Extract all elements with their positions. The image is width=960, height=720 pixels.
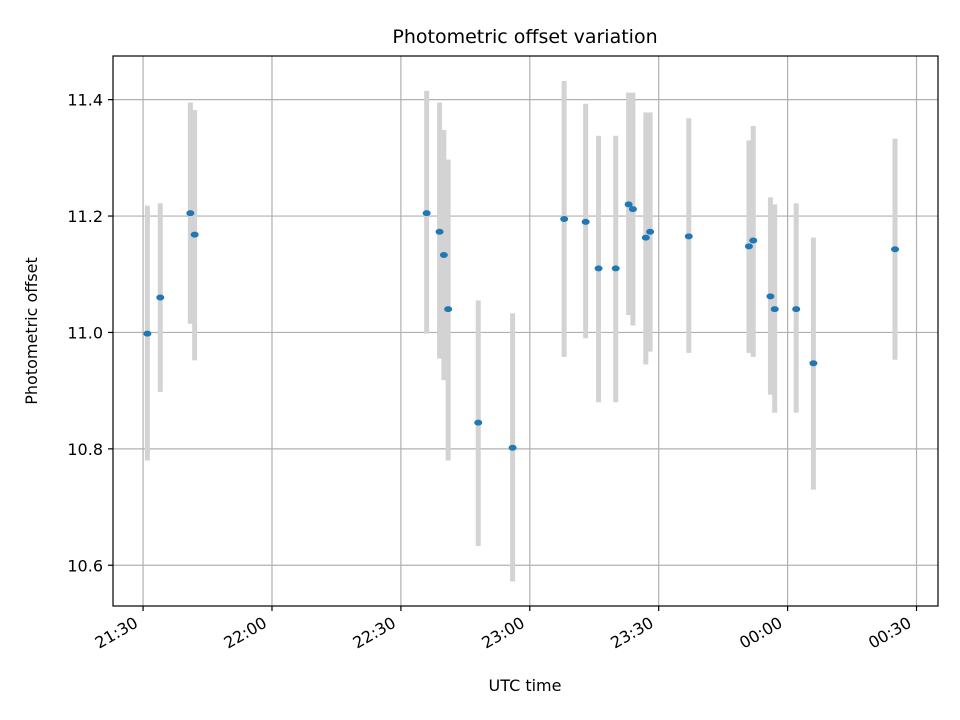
data-point	[809, 360, 818, 367]
data-point	[474, 419, 483, 426]
data-point	[581, 218, 590, 225]
data-point	[628, 206, 637, 213]
data-point	[422, 210, 431, 217]
data-point	[190, 231, 199, 238]
y-tick-label: 10.6	[67, 556, 103, 575]
plot-frame	[112, 55, 939, 607]
grid	[113, 56, 938, 606]
data-point	[770, 306, 779, 313]
data-point	[594, 265, 603, 272]
data-point	[744, 243, 753, 250]
data-point	[435, 228, 444, 235]
data-point	[186, 210, 195, 217]
y-tick-label: 11.2	[67, 207, 103, 226]
data-point	[766, 293, 775, 300]
data-point	[891, 246, 900, 253]
y-tick-label: 10.8	[67, 440, 103, 459]
data-point	[684, 233, 693, 240]
chart-title: Photometric offset variation	[392, 26, 657, 48]
y-tick-label: 11.4	[67, 91, 103, 110]
data-point	[444, 306, 453, 313]
data-point	[646, 228, 655, 235]
data-point	[749, 237, 758, 244]
data-point	[641, 234, 650, 241]
data-point	[560, 215, 569, 222]
x-axis-label: UTC time	[489, 676, 562, 695]
y-axis-ticks: 10.6 10.8 11.0 11.2 11.4	[67, 91, 113, 575]
data-point	[624, 201, 633, 208]
data-markers	[143, 201, 900, 451]
data-point	[439, 252, 448, 259]
data-point	[143, 330, 152, 337]
data-point	[156, 294, 165, 301]
data-point	[508, 444, 517, 451]
y-tick-label: 11.0	[67, 323, 103, 342]
y-axis-label: Photometric offset	[22, 257, 41, 405]
data-point	[611, 265, 620, 272]
data-point	[792, 306, 801, 313]
